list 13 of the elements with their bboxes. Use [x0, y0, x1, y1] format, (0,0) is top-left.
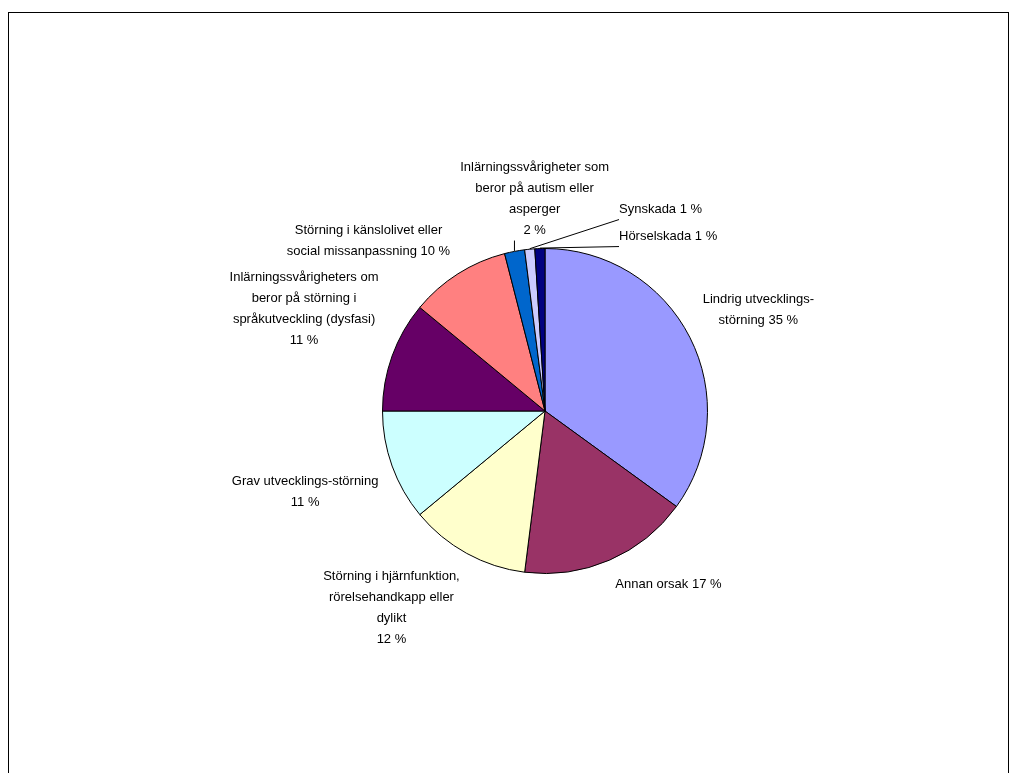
data-label: 11 % — [289, 332, 319, 348]
slice-label: Annan orsak 17 % — [615, 575, 722, 591]
slice-label: Grav utvecklings-störning — [231, 473, 379, 489]
slice-label: Inlärningssvårigheter som beror på autism eller asperger — [460, 158, 610, 216]
data-label: 11 % — [290, 494, 320, 510]
slice-label: Lindrig utvecklings-störning 35 % — [702, 290, 814, 327]
slice-label: Störning i hjärnfunktion, rörelsehandkapp eller dylikt — [323, 568, 460, 626]
slice-label: Synskada 1 % — [619, 200, 703, 216]
data-label: 12 % — [376, 631, 407, 647]
slice-label: Inlärningssvårigheters om beror på störning i språkutveckling (dysfasi) — [229, 269, 379, 327]
slice-label: Störning i känslolivet eller social missanpassning 10 % — [286, 221, 451, 258]
slice-label: Hörselskada 1 % — [619, 227, 718, 243]
data-label: 2 % — [523, 221, 547, 237]
